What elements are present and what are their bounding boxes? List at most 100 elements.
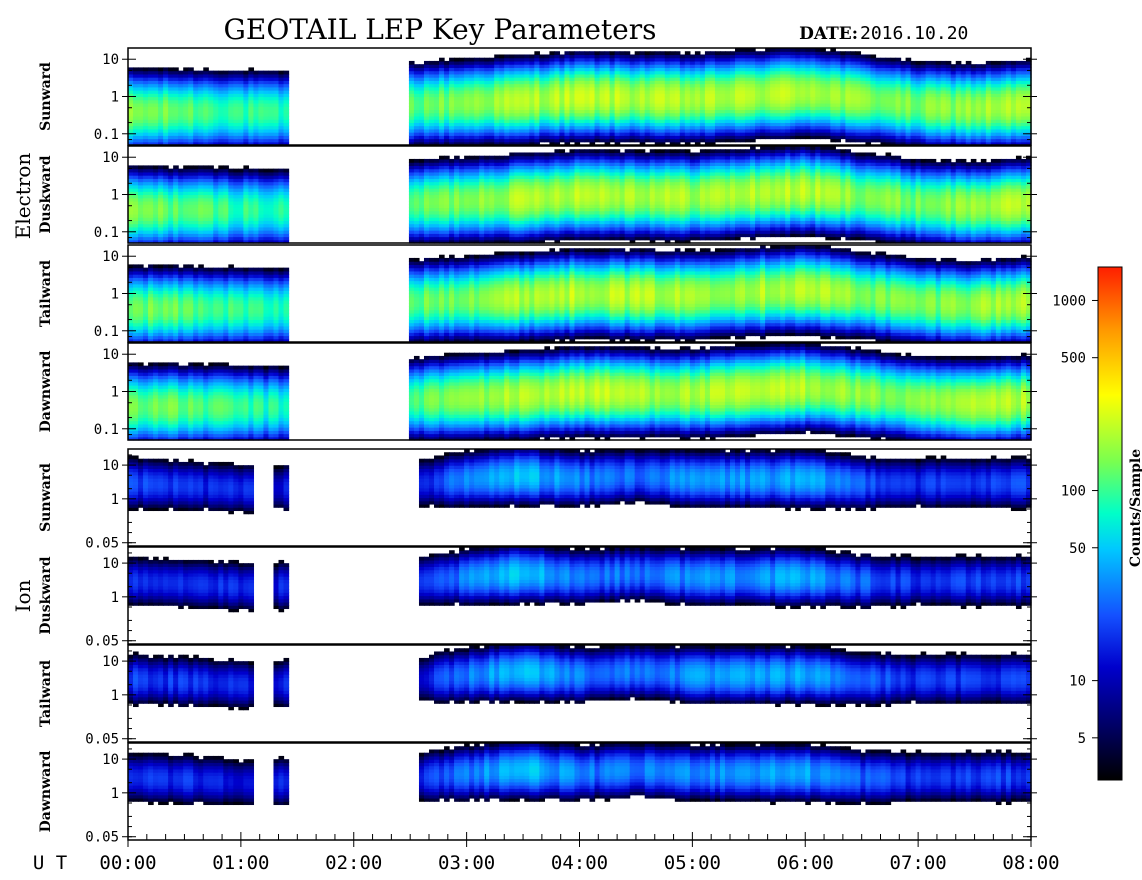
spectrogram-cell: [895, 57, 902, 62]
spectrogram-cell: [689, 54, 696, 59]
spectrogram-cell: [168, 112, 174, 117]
spectrogram-cell: [459, 109, 465, 114]
spectrogram-cell: [273, 115, 280, 120]
spectrogram-cell: [168, 93, 174, 98]
spectrogram-cell: [148, 165, 154, 170]
spectrogram-cell: [133, 122, 139, 127]
spectrogram-cell: [203, 86, 209, 91]
spectrogram-cell: [283, 141, 290, 146]
spectrogram-cell: [724, 51, 731, 56]
spectrogram-cell: [143, 141, 149, 146]
spectrogram-cell: [423, 77, 430, 81]
spectrogram-cell: [464, 96, 470, 101]
y-tick-label: 10: [102, 52, 119, 68]
spectrogram-cell: [283, 119, 290, 123]
spectrogram-cell: [413, 158, 420, 163]
spectrogram-cell: [273, 80, 280, 85]
spectrogram-cell: [248, 86, 255, 91]
spectrogram-cell: [449, 86, 455, 91]
spectrogram-cell: [499, 109, 505, 114]
spectrogram-cell: [208, 90, 214, 94]
spectrogram-cell: [223, 106, 229, 111]
spectrogram-cell: [148, 106, 154, 111]
spectrogram-cell: [183, 86, 189, 91]
spectrogram-cell: [283, 86, 290, 91]
spectrogram-cell: [238, 141, 244, 146]
spectrogram-cell: [910, 60, 917, 65]
spectrogram-cell: [474, 109, 480, 114]
spectrogram-cell: [203, 77, 209, 81]
spectrogram-cell: [469, 64, 475, 68]
spectrogram-cell: [248, 135, 255, 140]
spectrogram-cell: [504, 106, 510, 111]
spectrogram-cell: [223, 80, 229, 85]
spectrogram-cell: [153, 106, 159, 111]
spectrogram-cell: [238, 96, 244, 101]
spectrogram-cell: [489, 77, 495, 81]
spectrogram-cell: [153, 165, 159, 170]
spectrogram-cell: [459, 73, 465, 78]
spectrogram-cell: [639, 51, 646, 56]
spectrogram-cell: [439, 125, 445, 130]
spectrogram-cell: [278, 109, 285, 114]
spectrogram-cell: [413, 70, 420, 75]
spectrogram-cell: [238, 168, 244, 173]
spectrogram-cell: [434, 135, 440, 140]
spectrogram-cell: [258, 86, 265, 91]
spectrogram-cell: [865, 54, 872, 59]
spectrogram-cell: [760, 51, 766, 56]
spectrogram-cell: [995, 60, 1002, 65]
spectrogram-cell: [223, 128, 229, 133]
spectrogram-cell: [413, 77, 420, 81]
spectrogram-cell: [223, 90, 229, 94]
spectrogram-cell: [454, 106, 460, 111]
spectrogram-cell: [489, 57, 495, 62]
spectrogram-cell: [233, 77, 239, 81]
spectrogram-cell: [163, 99, 169, 104]
spectrogram-cell: [173, 112, 179, 117]
spectrogram-cell: [143, 99, 149, 104]
spectrogram-cell: [474, 141, 480, 146]
spectrogram-cell: [143, 115, 149, 120]
spectrogram-cell: [253, 86, 260, 91]
spectrogram-cell: [489, 83, 495, 88]
spectrogram-cell: [494, 115, 500, 120]
spectrogram-cell: [494, 73, 500, 78]
spectrogram-cell: [228, 135, 234, 140]
spectrogram-cell: [434, 73, 440, 78]
spectrogram-cell: [413, 135, 420, 140]
spectrogram-cell: [278, 132, 285, 136]
spectrogram-cell: [489, 122, 495, 127]
spectrogram-cell: [413, 115, 420, 120]
spectrogram-cell: [423, 67, 430, 72]
spectrogram-cell: [268, 93, 275, 98]
spectrogram-cell: [253, 99, 260, 104]
spectrogram-cell: [494, 60, 500, 65]
spectrogram-cell: [464, 57, 470, 62]
spectrogram-cell: [128, 102, 134, 107]
spectrogram-cell: [253, 168, 260, 173]
spectrogram-cell: [153, 90, 159, 94]
spectrogram-cell: [253, 93, 260, 98]
spectrogram-cell: [138, 115, 144, 120]
spectrogram-cell: [434, 106, 440, 111]
spectrogram-cell: [178, 115, 184, 120]
spectrogram-cell: [163, 128, 169, 133]
spectrogram-cell: [484, 73, 490, 78]
spectrogram-cell: [173, 102, 179, 107]
spectrogram-cell: [418, 112, 425, 117]
spectrogram-cell: [604, 51, 611, 56]
spectrogram-cell: [644, 51, 651, 56]
spectrogram-cell: [423, 112, 430, 117]
spectrogram-cell: [203, 112, 209, 117]
spectrogram-cell: [474, 115, 480, 120]
spectrogram-cell: [504, 125, 510, 130]
spectrogram-cell: [449, 96, 455, 101]
spectrogram-cell: [258, 96, 265, 101]
spectrogram-cell: [138, 93, 144, 98]
spectrogram-cell: [474, 60, 480, 65]
spectrogram-cell: [248, 83, 255, 88]
spectrogram-cell: [153, 128, 159, 133]
spectrogram-cell: [238, 119, 244, 123]
spectrogram-cell: [985, 60, 992, 65]
